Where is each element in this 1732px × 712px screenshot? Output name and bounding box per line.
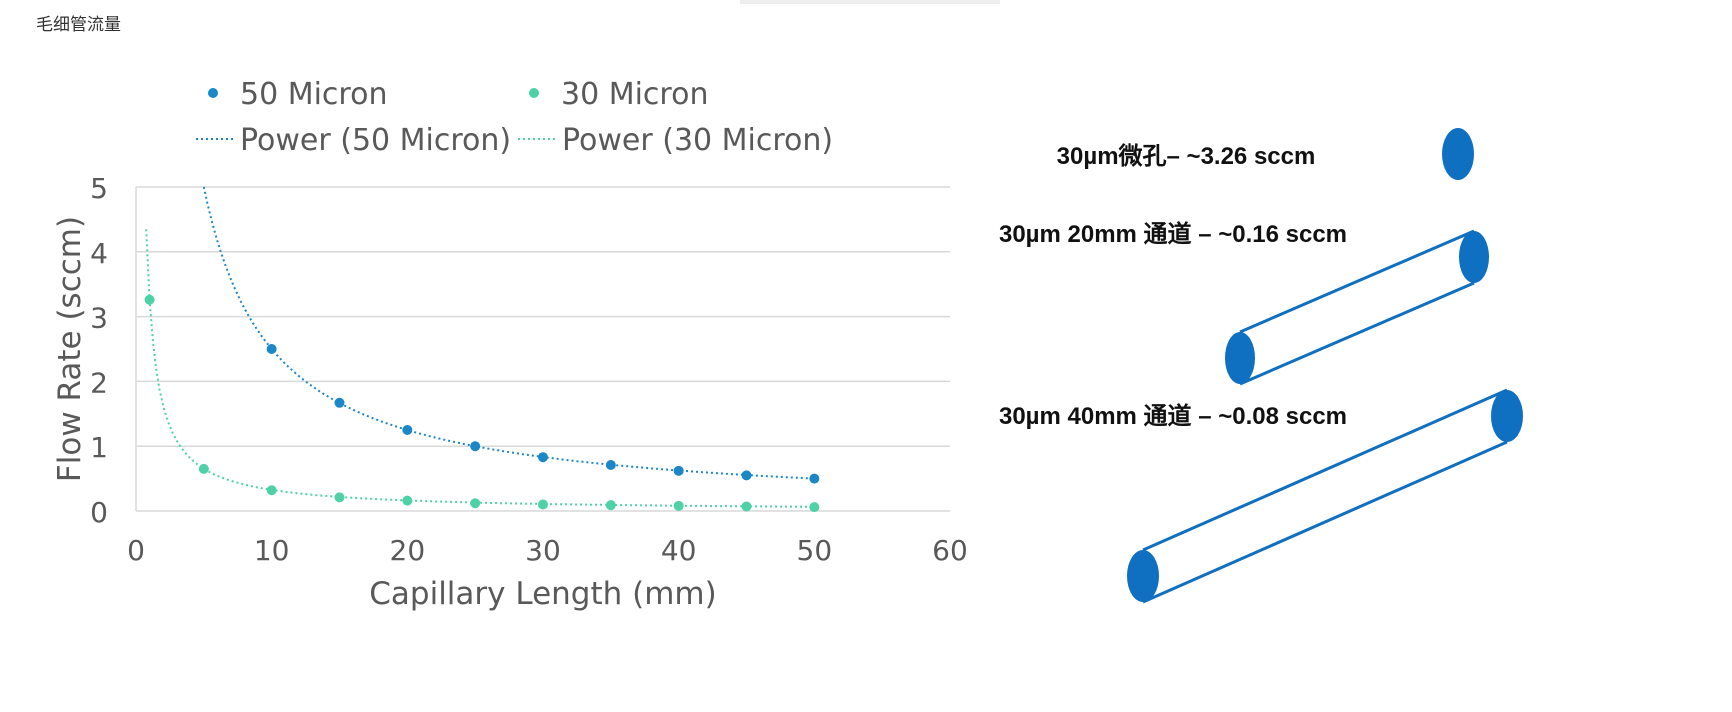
x-tick-label: 0 <box>127 534 145 567</box>
data-point-series-1 <box>605 500 616 511</box>
data-point-series-1 <box>266 485 277 496</box>
data-point-series-0 <box>673 465 684 476</box>
data-point-series-0 <box>402 425 413 435</box>
trendline-1 <box>145 229 815 508</box>
data-point-series-0 <box>605 459 616 470</box>
legend-label-0: 50 Micron <box>240 77 387 112</box>
data-point-series-1 <box>741 501 752 512</box>
y-axis-title: Flow Rate (sccm) <box>52 216 88 482</box>
orifice-hole-shape <box>1442 128 1474 180</box>
data-point-series-1 <box>673 500 684 511</box>
legend-label-1: 30 Micron <box>561 77 708 112</box>
data-point-series-1 <box>470 498 481 509</box>
data-point-series-0 <box>809 473 820 484</box>
page-title: 毛细管流量 <box>36 15 121 35</box>
data-point-series-0 <box>470 441 481 452</box>
channel-40mm-tube <box>1127 388 1523 604</box>
x-tick-label: 60 <box>932 534 968 567</box>
data-point-series-0 <box>334 397 345 408</box>
channel-20mm-tube <box>1225 229 1489 386</box>
y-tick-label: 5 <box>90 172 108 205</box>
data-point-series-1 <box>809 502 820 513</box>
channel-20mm-label: 30µm 20mm 通道 – ~0.16 sccm <box>999 220 1347 248</box>
data-point-series-1 <box>198 463 209 474</box>
legend-label-2: Power (50 Micron) <box>240 123 511 158</box>
orifice-label: 30µm微孔– ~3.26 sccm <box>1057 142 1316 170</box>
y-tick-label: 0 <box>90 496 108 529</box>
data-point-series-0 <box>538 452 548 463</box>
legend-label-3: Power (30 Micron) <box>562 123 833 158</box>
data-point-series-1 <box>334 492 345 503</box>
x-tick-label: 20 <box>390 534 426 567</box>
y-tick-label: 3 <box>90 302 108 335</box>
y-tick-label: 1 <box>90 431 108 464</box>
data-point-series-0 <box>741 470 752 481</box>
x-tick-label: 50 <box>797 534 833 567</box>
y-tick-label: 2 <box>90 366 108 399</box>
channel-40mm-label: 30µm 40mm 通道 – ~0.08 sccm <box>999 402 1347 430</box>
data-point-series-1 <box>538 499 548 510</box>
legend-marker-1 <box>529 88 539 98</box>
x-tick-label: 40 <box>661 534 697 567</box>
top-divider <box>740 0 1000 4</box>
data-point-series-1 <box>144 294 155 305</box>
x-tick-label: 10 <box>254 534 290 567</box>
trendline-0 <box>202 186 815 480</box>
x-tick-label: 30 <box>525 534 561 567</box>
data-point-series-1 <box>402 495 413 506</box>
legend-marker-0 <box>208 88 218 98</box>
data-point-series-0 <box>266 344 277 354</box>
y-tick-label: 4 <box>90 237 108 270</box>
x-axis-title: Capillary Length (mm) <box>369 576 716 612</box>
